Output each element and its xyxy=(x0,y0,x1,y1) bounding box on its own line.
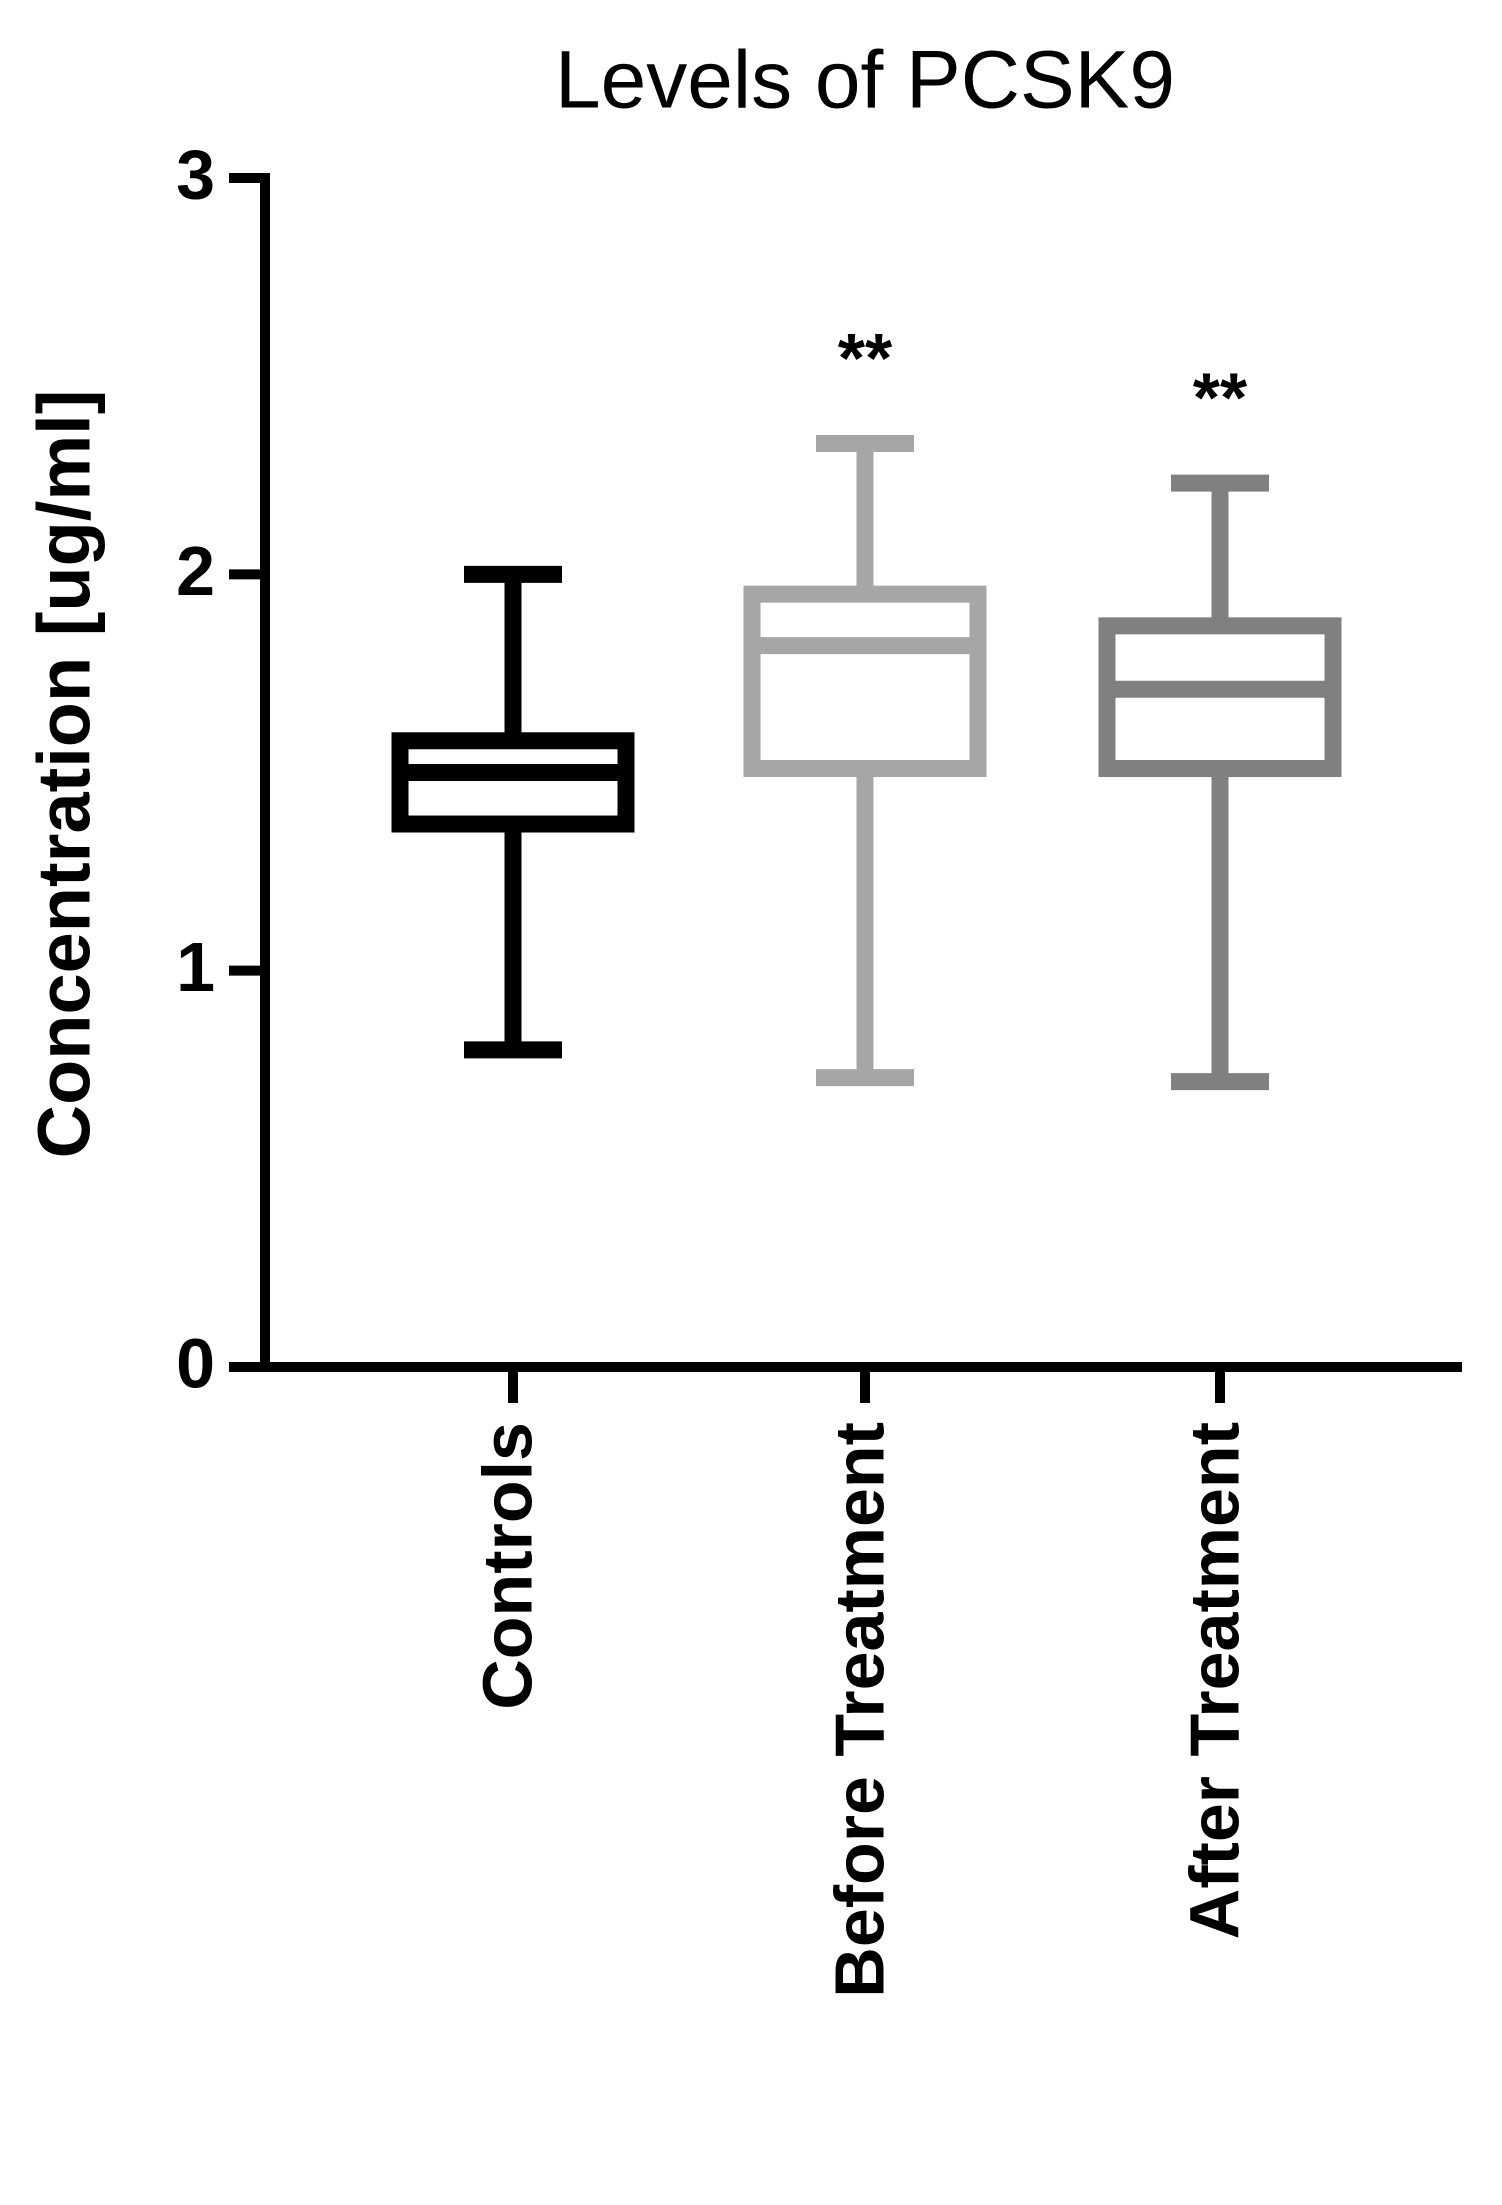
y-tick-label: 0 xyxy=(176,1324,215,1402)
y-tick-label: 1 xyxy=(176,928,215,1006)
x-tick-label: Before Treatment xyxy=(820,1422,898,1998)
significance-label: ** xyxy=(838,319,893,397)
box xyxy=(391,732,635,833)
x-tick-label: After Treatment xyxy=(1175,1422,1253,1939)
y-tick-label: 2 xyxy=(176,532,215,610)
y-tick-label: 3 xyxy=(176,135,215,213)
significance-label: ** xyxy=(1193,359,1248,437)
chart-title: Levels of PCSK9 xyxy=(555,35,1175,126)
x-tick-label: Controls xyxy=(468,1422,546,1710)
box xyxy=(743,585,987,778)
y-axis-label: Concentration [ug/ml] xyxy=(23,390,106,1159)
